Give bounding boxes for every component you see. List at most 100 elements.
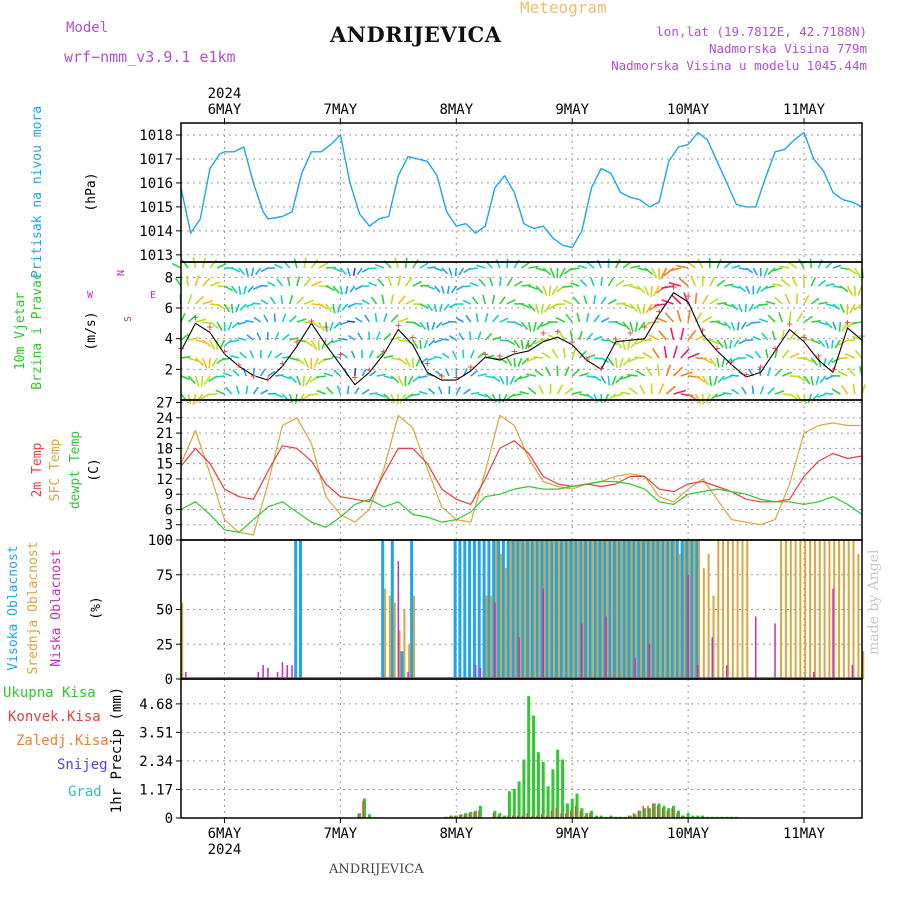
- wind-gust-marker: +: [598, 362, 605, 375]
- precip-total-bar: [652, 803, 656, 818]
- precip-conv-bar: [478, 810, 480, 818]
- wind-gust-marker: +: [801, 331, 808, 344]
- x-day-label-bottom: 9MAY: [555, 826, 589, 842]
- wind-barb: [238, 267, 246, 276]
- wind-barb: [404, 277, 413, 287]
- wind-barb: [209, 259, 218, 269]
- precip-conv-bar: [357, 814, 359, 818]
- wind-axis-title-line2: Brzina i Pravac: [30, 272, 45, 389]
- wind-barb: [361, 388, 370, 395]
- wind-barb: [825, 339, 830, 349]
- wind-gust-marker: +: [641, 320, 648, 333]
- wind-barb: [636, 303, 642, 314]
- wind-barb: [475, 313, 479, 323]
- wind-barb: [772, 267, 783, 272]
- cloud-mid-bar: [181, 602, 184, 679]
- wind-barb: [521, 284, 531, 287]
- wind-barb: [687, 329, 697, 341]
- wind-barb: [803, 393, 807, 405]
- wind-barb: [614, 258, 621, 269]
- wind-barb: [446, 285, 450, 295]
- wind-barb: [209, 281, 220, 287]
- wind-barb: [517, 357, 523, 368]
- precip-total-bar: [498, 813, 502, 818]
- wind-barb: [513, 280, 523, 287]
- wind-barb: [673, 389, 687, 395]
- wind-barb: [441, 267, 449, 275]
- cloud-mid-bar: [731, 540, 734, 679]
- wind-barb: [622, 321, 631, 331]
- wind-barb: [237, 321, 247, 326]
- wind-barb: [477, 393, 487, 398]
- cloud-axis-title-low: Niska Oblacnost: [49, 549, 64, 666]
- wind-barb: [442, 352, 450, 359]
- wind-barb: [738, 285, 746, 293]
- cloud-low-bar: [711, 637, 713, 679]
- y-tick-label-temperature: 6: [165, 502, 173, 518]
- wind-barb: [774, 390, 785, 395]
- wind-barb: [465, 314, 472, 323]
- wind-barb: [232, 369, 240, 377]
- cloud-high-bar: [463, 540, 467, 679]
- wind-barb: [412, 321, 422, 328]
- cloud-axis-title-mid: Srednja Oblacnost: [26, 541, 41, 674]
- cloud-high-bar: [695, 540, 699, 679]
- wind-barb: [810, 276, 817, 287]
- cloud-mid-bar: [794, 540, 797, 679]
- wind-barb: [731, 303, 739, 311]
- wind-barb: [376, 351, 385, 359]
- wind-gust-marker: +: [352, 371, 359, 384]
- wind-barb: [738, 339, 747, 345]
- wind-barb: [528, 265, 539, 269]
- wind-barb: [404, 357, 412, 368]
- y-tick-label-wind: 6: [165, 301, 173, 317]
- wind-barb: [273, 313, 276, 323]
- wind-barb: [745, 321, 754, 327]
- cloud-high-bar: [569, 540, 573, 679]
- cloud-mid-bar: [852, 540, 855, 679]
- wind-barb: [723, 339, 728, 350]
- wind-barb: [247, 285, 255, 293]
- wind-barb: [332, 285, 340, 294]
- wind-barb: [419, 303, 429, 309]
- wind-barb: [202, 299, 214, 305]
- wind-barb: [789, 352, 800, 359]
- wind-barb: [832, 303, 841, 311]
- wind-barb: [555, 316, 566, 323]
- compass-east: E: [150, 290, 156, 301]
- wind-barb: [577, 264, 587, 269]
- precip-total-bar: [512, 788, 516, 818]
- cloud-mid-bar: [393, 602, 396, 679]
- wind-barb: [245, 319, 254, 323]
- wind-barb: [570, 282, 580, 287]
- wind-barb: [810, 375, 814, 386]
- wind-barb: [731, 388, 740, 395]
- wind-barb: [451, 350, 457, 359]
- wind-barb: [267, 392, 277, 395]
- pressure-line: [180, 131, 863, 249]
- cloud-high-bar: [530, 540, 534, 679]
- wind-barb: [484, 332, 493, 341]
- wind-barb: [317, 339, 320, 351]
- precip-conv-bar: [671, 808, 673, 818]
- precip-conv-bar: [550, 810, 553, 818]
- precip-conv-bar: [536, 815, 538, 818]
- cloud-high-bar: [400, 651, 404, 679]
- wind-barb: [702, 357, 713, 364]
- wind-barb: [224, 339, 233, 347]
- y-tick-label-temperature: 3: [165, 518, 173, 534]
- wind-barb: [331, 355, 341, 359]
- wind-barb: [585, 312, 590, 323]
- wind-barb: [435, 370, 443, 377]
- wind-barb: [680, 348, 690, 359]
- precip-total-bar: [358, 813, 362, 818]
- cloud-mid-bar: [606, 540, 609, 679]
- wind-barb: [579, 279, 588, 287]
- wind-barb: [478, 278, 486, 287]
- wind-barb: [303, 257, 307, 269]
- precip-total-bar: [590, 810, 593, 818]
- cloud-mid-bar: [693, 540, 696, 679]
- wind-barb: [825, 261, 833, 269]
- wind-barb: [526, 357, 537, 362]
